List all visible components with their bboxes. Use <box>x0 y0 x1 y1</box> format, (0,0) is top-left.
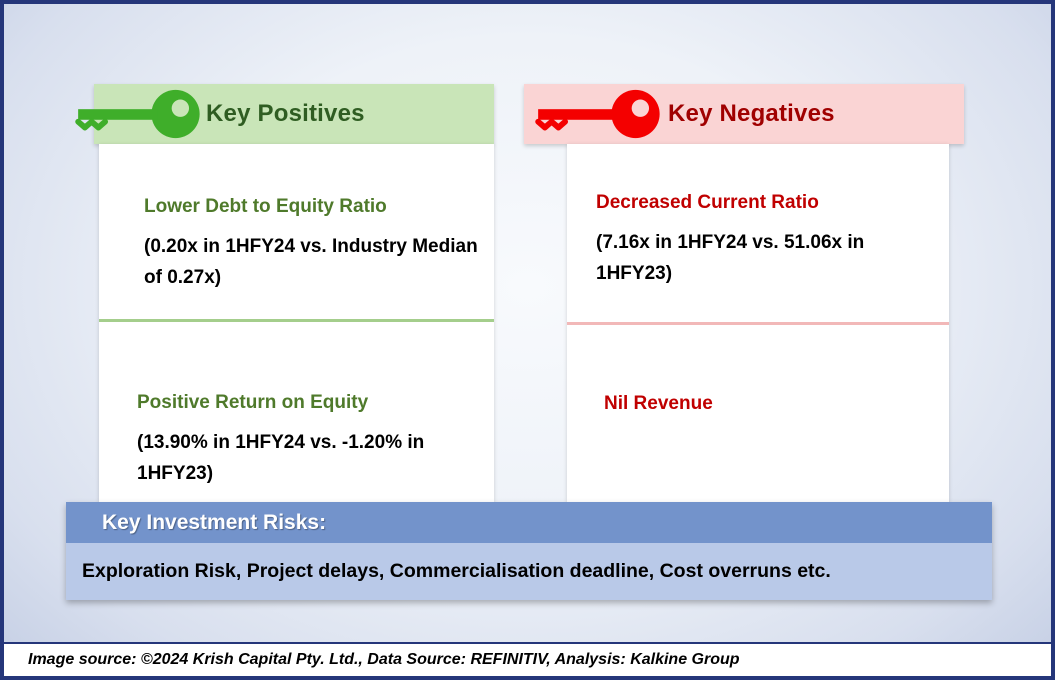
risks-banner-header: Key Investment Risks: <box>66 502 992 543</box>
key-investment-risks-banner: Key Investment Risks: Exploration Risk, … <box>66 502 992 600</box>
negative-item-2-title: Nil Revenue <box>604 393 713 414</box>
green-key-icon <box>68 86 204 142</box>
key-negatives-title: Key Negatives <box>668 100 835 127</box>
negatives-divider <box>567 322 949 325</box>
red-key-icon <box>528 86 664 142</box>
negative-item-2: Nil Revenue <box>567 325 949 415</box>
negative-item-1-title: Decreased Current Ratio <box>596 192 819 213</box>
key-positives-header: Key Positives <box>75 84 494 144</box>
positive-item-1: Lower Debt to Equity Ratio (0.20x in 1HF… <box>99 144 494 319</box>
positive-item-1-detail: (0.20x in 1HFY24 vs. Industry Median of … <box>144 236 478 288</box>
negative-item-1: Decreased Current Ratio (7.16x in 1HFY24… <box>567 144 949 322</box>
key-positives-title: Key Positives <box>206 100 365 127</box>
risks-banner-body: Exploration Risk, Project delays, Commer… <box>66 543 992 600</box>
negative-item-1-detail: (7.16x in 1HFY24 vs. 51.06x in 1HFY23) <box>596 232 865 284</box>
positive-item-2-detail: (13.90% in 1HFY24 vs. -1.20% in 1HFY23) <box>137 432 425 484</box>
key-negatives-header: Key Negatives <box>524 84 964 144</box>
image-source-text: Image source: ©2024 Krish Capital Pty. L… <box>28 651 740 668</box>
positive-item-2: Positive Return on Equity (13.90% in 1HF… <box>99 322 494 490</box>
positive-item-1-title: Lower Debt to Equity Ratio <box>144 196 387 217</box>
positives-divider <box>99 319 494 322</box>
risks-banner-title: Key Investment Risks: <box>102 510 327 534</box>
positives-card: Lower Debt to Equity Ratio (0.20x in 1HF… <box>99 144 494 502</box>
image-source-footer: Image source: ©2024 Krish Capital Pty. L… <box>4 642 1051 676</box>
positive-item-2-title: Positive Return on Equity <box>137 392 369 413</box>
risks-banner-text: Exploration Risk, Project delays, Commer… <box>82 560 831 582</box>
negatives-card: Decreased Current Ratio (7.16x in 1HFY24… <box>567 144 949 502</box>
